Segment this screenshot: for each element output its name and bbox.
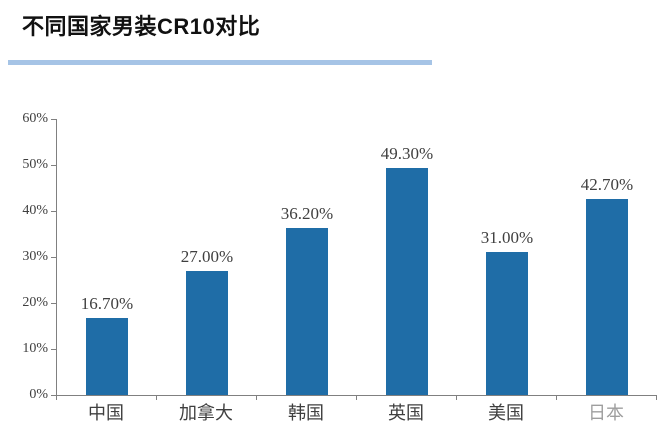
y-tick-label-20: 20%	[22, 295, 48, 310]
bar-value-label-5: 42.70%	[580, 174, 634, 194]
y-tick-mark-10	[51, 349, 56, 350]
x-tick-mark-2	[256, 395, 257, 400]
y-tick-mark-60	[51, 119, 56, 120]
x-tick-mark-6	[656, 395, 657, 400]
bar-value-label-3: 49.30%	[380, 144, 434, 164]
bar-chart-plot-area: 16.70% 27.00% 36.20% 49.30% 31.00% 42.70%	[56, 119, 657, 396]
page-title: 不同国家男装CR10对比	[22, 14, 261, 39]
x-tick-mark-4	[456, 395, 457, 400]
x-category-label-4: 美国	[488, 403, 524, 423]
y-tick-label-10: 10%	[22, 341, 48, 356]
y-tick-label-40: 40%	[22, 203, 48, 218]
x-tick-mark-1	[156, 395, 157, 400]
x-category-label-5: 日本	[588, 403, 624, 423]
x-tick-mark-3	[356, 395, 357, 400]
title-underline-bar	[8, 60, 432, 65]
y-tick-mark-50	[51, 165, 56, 166]
x-axis: 中国 加拿大 韩国 英国 美国 日本	[56, 395, 657, 432]
bar-value-label-1: 27.00%	[180, 246, 234, 266]
y-tick-mark-20	[51, 303, 56, 304]
x-category-label-0: 中国	[88, 403, 124, 423]
bar-1	[186, 270, 228, 395]
bar-4	[486, 252, 528, 395]
y-tick-mark-0	[51, 395, 56, 396]
x-category-label-2: 韩国	[288, 403, 324, 423]
y-tick-label-30: 30%	[22, 249, 48, 264]
y-tick-label-60: 60%	[22, 111, 48, 126]
y-tick-label-50: 50%	[22, 157, 48, 172]
bar-0	[86, 318, 128, 395]
x-tick-mark-0	[56, 395, 57, 400]
y-tick-mark-40	[51, 211, 56, 212]
y-tick-label-0: 0%	[29, 387, 48, 402]
bar-value-label-0: 16.70%	[80, 294, 134, 314]
y-tick-mark-30	[51, 257, 56, 258]
bar-5	[586, 198, 628, 395]
y-axis: 0% 10% 20% 30% 40% 50% 60%	[0, 111, 56, 402]
x-tick-mark-5	[556, 395, 557, 400]
x-category-label-3: 英国	[388, 403, 424, 423]
bar-value-label-4: 31.00%	[480, 228, 534, 248]
bar-value-label-2: 36.20%	[280, 204, 334, 224]
bar-2	[286, 228, 328, 395]
x-category-label-1: 加拿大	[179, 403, 233, 423]
bar-3	[386, 168, 428, 395]
